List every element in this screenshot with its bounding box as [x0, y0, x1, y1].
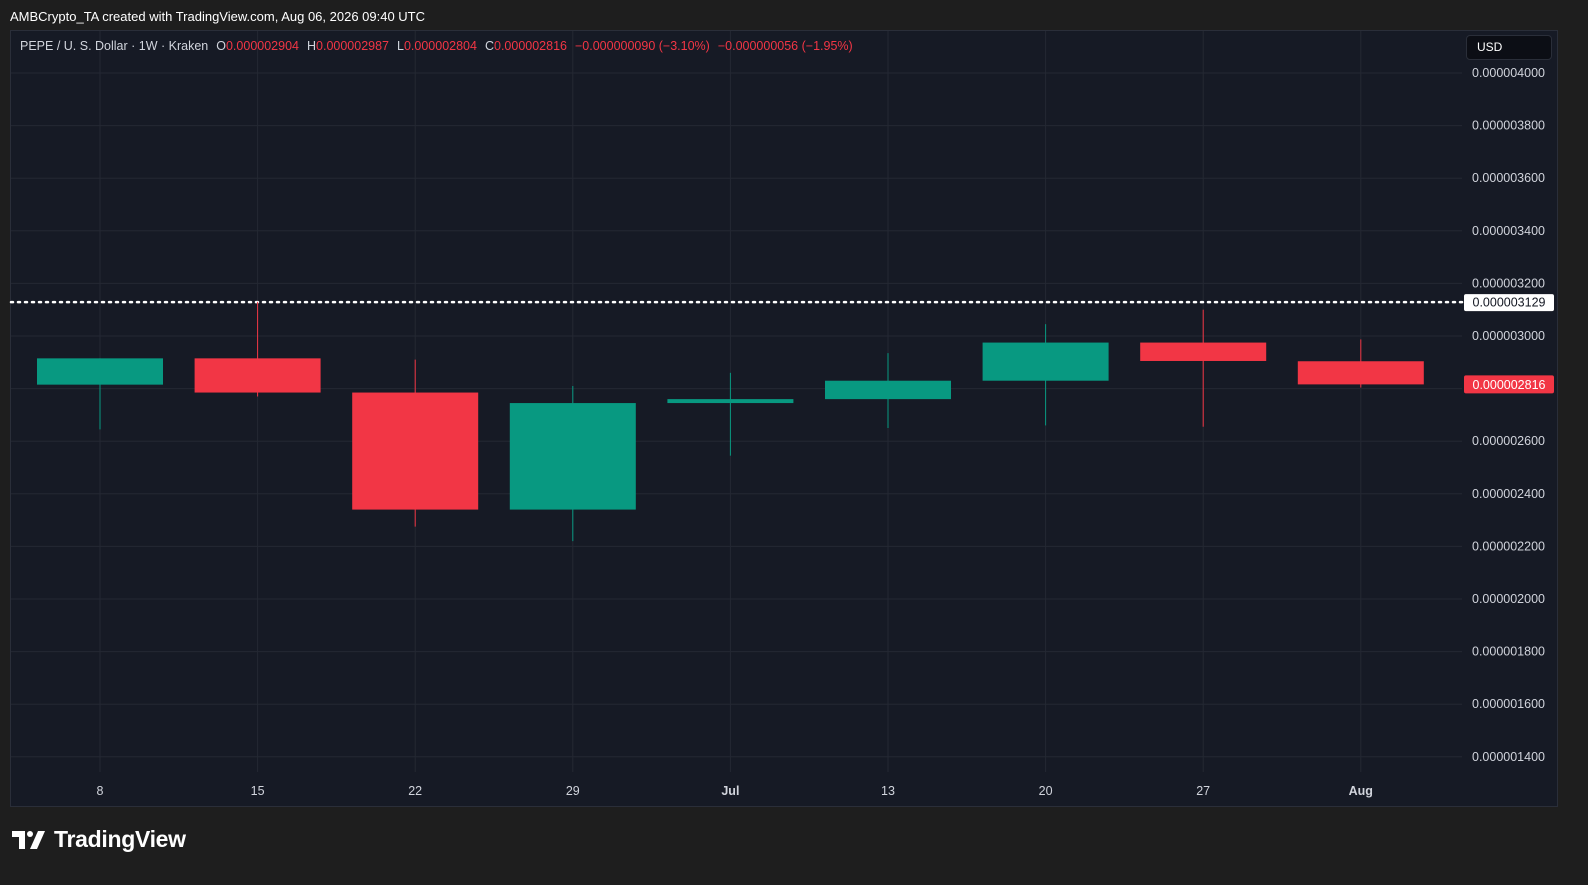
- x-tick-label: 27: [1196, 784, 1210, 798]
- tradingview-logo-icon: [12, 830, 45, 849]
- x-tick-label: 22: [408, 784, 422, 798]
- y-tick-label: 0.000002400: [1472, 487, 1545, 501]
- y-tick-label: 0.000001800: [1472, 645, 1545, 659]
- currency-button[interactable]: USD: [1466, 35, 1552, 60]
- legend-symbol[interactable]: PEPE / U. S. Dollar · 1W · Kraken: [20, 39, 209, 53]
- candle-body: [352, 392, 479, 510]
- current-price-tag: [1464, 375, 1554, 394]
- legend-close-label: C: [484, 39, 494, 53]
- chart-frame[interactable]: [10, 30, 1558, 807]
- x-tick-label: Jul: [721, 784, 739, 798]
- y-tick-label: 0.000001400: [1472, 750, 1545, 764]
- y-tick-label: 0.000001600: [1472, 697, 1545, 711]
- candle-body: [37, 358, 163, 385]
- price-line-label: 0.000003129: [1473, 296, 1546, 310]
- x-tick-label: 29: [566, 784, 580, 798]
- y-tick-label: 0.000004000: [1472, 66, 1545, 80]
- chart-caption: AMBCrypto_TA created with TradingView.co…: [10, 9, 426, 24]
- y-tick-label: 0.000002000: [1472, 592, 1545, 606]
- x-tick-label: Aug: [1349, 784, 1373, 798]
- legend-open-value: 0.000002904: [225, 39, 299, 53]
- x-tick-label: 20: [1039, 784, 1053, 798]
- y-tick-label: 0.000003600: [1472, 171, 1545, 185]
- candle-body: [1297, 361, 1424, 385]
- price-line-tag: [1464, 294, 1554, 312]
- candle-body: [667, 399, 794, 404]
- legend-low-value: 0.000002804: [403, 39, 477, 53]
- candle-body: [982, 342, 1109, 381]
- x-tick-label: 13: [881, 784, 895, 798]
- ohlc-legend: PEPE / U. S. Dollar · 1W · Kraken O0.0000…: [20, 39, 853, 53]
- candle-body: [825, 380, 951, 400]
- tradingview-brand[interactable]: TradingView: [12, 826, 186, 853]
- brand-name: TradingView: [54, 826, 186, 852]
- y-tick-label: 0.000003400: [1472, 224, 1545, 238]
- legend-open-label: O: [216, 39, 226, 53]
- legend-high-label: H: [306, 39, 317, 53]
- y-tick-label: 0.000002200: [1472, 539, 1545, 553]
- y-tick-label: 0.000003000: [1472, 329, 1545, 343]
- candle-body: [509, 403, 636, 510]
- y-tick-label: 0.000003200: [1472, 276, 1545, 290]
- candle-body: [194, 358, 321, 393]
- legend-close-value: 0.000002816: [494, 39, 567, 53]
- legend-change-2: −0.000000056 (−1.95%): [717, 39, 853, 53]
- y-tick-label: 0.000003800: [1472, 119, 1545, 133]
- legend-change: −0.000000090 (−3.10%): [575, 39, 710, 53]
- x-tick-label: 15: [251, 784, 265, 798]
- legend-high-value: 0.000002987: [316, 39, 390, 53]
- x-tick-label: 8: [97, 784, 104, 798]
- candle-body: [1140, 342, 1267, 361]
- legend-low-label: L: [397, 39, 404, 53]
- y-tick-label: 0.000002600: [1472, 434, 1545, 448]
- current-price-label: 0.000002816: [1473, 378, 1546, 392]
